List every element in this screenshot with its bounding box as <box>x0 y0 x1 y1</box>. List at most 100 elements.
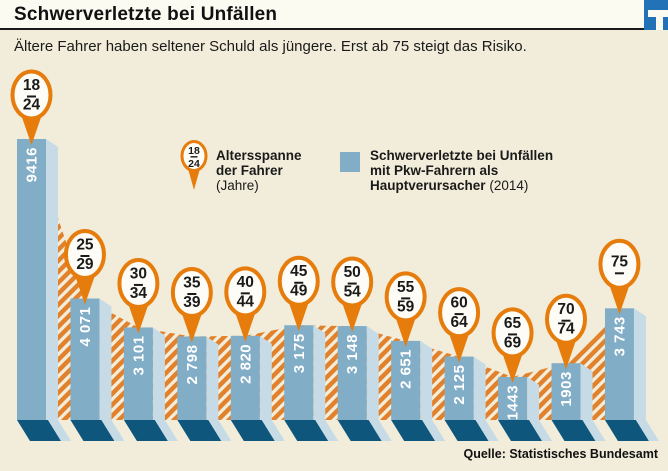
bar-value-label: 2 125 <box>451 365 468 405</box>
bar-35–39: 2 798 <box>177 336 232 441</box>
bar-side-face <box>46 139 58 420</box>
bar-base <box>604 420 649 441</box>
pin-age-to: 34 <box>130 285 148 302</box>
bar-face <box>391 340 421 420</box>
bar-value-label: 2 820 <box>237 344 254 384</box>
bar-75+: 3 743 <box>604 308 659 441</box>
bar-base <box>17 420 61 441</box>
bar-base <box>337 420 382 441</box>
pin-age-from: 35 <box>183 274 201 291</box>
pin-age-from: 55 <box>397 279 415 296</box>
bar-value-label: 1443 <box>505 385 522 420</box>
pin-age-from: 70 <box>557 301 574 318</box>
pin-age-from: 30 <box>130 265 147 282</box>
pin-age-to: 74 <box>557 321 575 338</box>
pin-age-from: 75 <box>611 253 629 270</box>
legend-series-line2: mit Pkw-Fahrern als <box>370 163 499 178</box>
pin-age-to: 64 <box>450 314 468 331</box>
bar-70–74: 1903 <box>551 363 606 441</box>
bar-side-face <box>420 340 433 420</box>
pin-tail <box>287 299 310 332</box>
bar-base <box>444 420 489 441</box>
page-title: Schwerverletzte bei Unfällen <box>14 4 278 25</box>
bar-value-label: 4 071 <box>77 307 94 347</box>
bar-50–54: 3 148 <box>337 326 392 441</box>
pin-age-from: 18 <box>188 145 200 157</box>
bar-face <box>444 356 474 420</box>
bar-face <box>604 308 634 420</box>
legend-series-label: Schwerverletzte bei Unfällen mit Pkw-Fah… <box>370 148 553 193</box>
pin-tail <box>501 350 524 383</box>
bar-55–59: 2 651 <box>391 340 446 441</box>
pin-tail <box>555 337 577 370</box>
pin-age-from: 25 <box>76 237 94 254</box>
bar-side-face <box>366 326 379 420</box>
publisher-logo <box>644 0 668 30</box>
pin-tail <box>127 301 150 334</box>
bar-side-face <box>152 327 165 420</box>
bar-base-side <box>101 420 125 441</box>
bar-face <box>337 326 367 420</box>
bar-base <box>551 420 596 441</box>
pin-tail <box>341 300 364 333</box>
bar-40–44: 2 820 <box>230 335 285 441</box>
legend-series-line1: Schwerverletzte bei Unfällen <box>370 148 554 163</box>
pin-bubble <box>170 266 213 318</box>
bar-value-label: 3 743 <box>611 316 628 356</box>
bar-face <box>177 336 207 420</box>
bar-side-face <box>313 325 326 420</box>
pin-age-from: 40 <box>237 274 254 291</box>
logo-cross-icon <box>656 10 663 30</box>
bar-base-side <box>422 420 446 441</box>
pin-bubble <box>491 307 534 359</box>
bar-side-face <box>99 298 112 420</box>
pin-age-to: 44 <box>237 293 255 310</box>
bar-base-side <box>261 420 285 441</box>
bar-face <box>17 139 46 420</box>
pin-tail <box>608 282 631 315</box>
pin-tail <box>234 309 257 342</box>
pin-bubble <box>10 69 53 121</box>
pin-age-to: 24 <box>23 97 41 114</box>
bar-base <box>123 420 168 441</box>
pin-age-to: 39 <box>183 294 201 311</box>
bar-value-label: 9416 <box>24 147 41 182</box>
bar-side-face <box>473 356 486 420</box>
pin-age-from: 18 <box>23 77 41 94</box>
bar-face <box>284 325 314 420</box>
bar-value-label: 2 798 <box>184 344 201 384</box>
bar-60–64: 2 125 <box>444 356 499 441</box>
bar-value-label: 3 175 <box>291 333 308 373</box>
pin-age-to: 24 <box>188 158 200 170</box>
bar-side-face <box>633 308 646 420</box>
legend-series-line3: Hauptverursacher (2014) <box>370 178 553 193</box>
legend-color-swatch <box>340 152 360 172</box>
pin-age-to: 54 <box>344 284 362 301</box>
bar-side-face <box>206 336 219 420</box>
pin-bubble <box>384 271 427 323</box>
bar-base-side <box>529 420 553 441</box>
bar-face <box>551 363 581 420</box>
pin-age-to: 29 <box>76 256 94 273</box>
bar-base-side <box>475 420 499 441</box>
pin-bubble <box>63 229 106 281</box>
pin-tail <box>448 330 471 363</box>
bar-base-side <box>48 420 71 441</box>
bar-base <box>230 420 275 441</box>
bar-25–29: 4 071 <box>70 298 125 441</box>
bar-base <box>177 420 222 441</box>
bar-18–24: 9416 <box>17 139 71 441</box>
pin-age-to: 49 <box>290 283 308 300</box>
pin-bubble <box>224 266 267 318</box>
pin-bubble <box>438 287 481 339</box>
